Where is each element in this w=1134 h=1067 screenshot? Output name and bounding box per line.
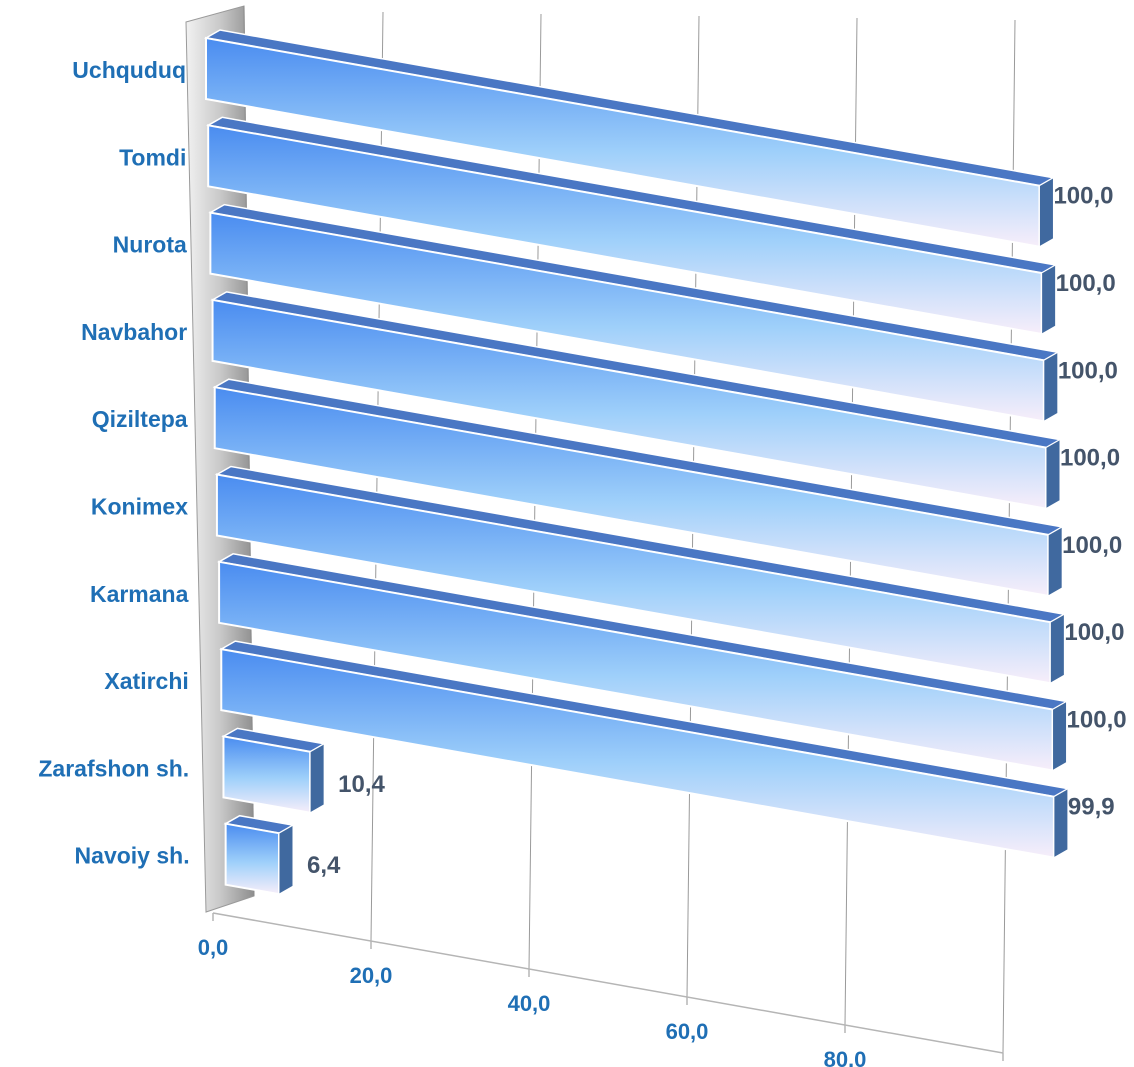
bar — [206, 116, 1058, 336]
data-label: 6,4 — [307, 852, 341, 879]
x-tick-label: 40,0 — [508, 991, 551, 1016]
data-label: 100,0 — [1064, 619, 1124, 646]
bar-side-face — [1038, 176, 1054, 248]
x-tick-label: 20,0 — [350, 963, 393, 988]
category-label: Uchquduq — [72, 57, 186, 83]
bar-side-face — [1043, 351, 1059, 423]
data-label: 100,0 — [1058, 357, 1118, 384]
bar — [214, 465, 1067, 685]
data-label: 100,0 — [1053, 183, 1113, 210]
bar — [221, 727, 327, 814]
bar — [223, 814, 296, 896]
category-label: Qiziltepa — [92, 406, 188, 432]
data-label: 100,0 — [1056, 270, 1116, 297]
bars — [203, 29, 1071, 896]
category-label: Navoiy sh. — [75, 843, 190, 869]
category-label: Karmana — [90, 581, 189, 607]
bar-side-face — [278, 824, 294, 896]
x-tick-label: 80,0 — [824, 1047, 867, 1067]
data-label: 100,0 — [1060, 445, 1120, 472]
bar — [208, 203, 1060, 423]
bar — [210, 291, 1063, 510]
labels: Uchquduq 100,0 Tomdi 100,0 Nurota 100,0 Navbah… — [38, 57, 1126, 879]
x-axis-line — [212, 912, 1004, 1054]
bar-side-face — [309, 742, 325, 814]
category-label: Nurota — [113, 232, 187, 258]
bar-side-face — [1045, 438, 1061, 510]
bar — [212, 378, 1065, 598]
x-tick-label: 0,0 — [198, 935, 229, 960]
data-label: 10,4 — [338, 771, 385, 798]
category-label: Tomdi — [119, 144, 186, 170]
category-label: Konimex — [91, 494, 188, 520]
x-tick-label: 60,0 — [666, 1019, 709, 1044]
category-label: Xatirchi — [104, 668, 188, 694]
data-label: 100,0 — [1062, 532, 1122, 559]
category-label: Navbahor — [81, 319, 187, 345]
bar-side-face — [1052, 700, 1068, 772]
data-label: 100,0 — [1067, 707, 1127, 734]
category-label: Zarafshon sh. — [38, 755, 189, 781]
bar — [216, 553, 1069, 772]
bar-side-face — [1053, 787, 1069, 859]
data-label: 99,9 — [1068, 794, 1115, 821]
bar-side-face — [1049, 613, 1065, 685]
bar — [219, 640, 1071, 859]
bar-side-face — [1041, 264, 1057, 335]
bar-front-face — [224, 822, 280, 896]
bar — [203, 29, 1056, 248]
x-axis: 0,020,040,060,080,0100,0 — [198, 912, 1004, 1067]
bar-side-face — [1047, 526, 1063, 597]
